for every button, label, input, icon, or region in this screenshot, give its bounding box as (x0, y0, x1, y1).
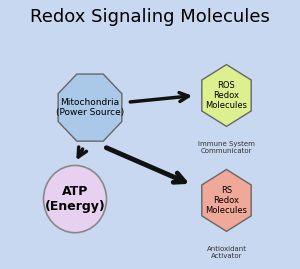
Text: Mitochondria
(Power Source): Mitochondria (Power Source) (56, 98, 124, 117)
Polygon shape (202, 65, 251, 126)
Text: ATP
(Energy): ATP (Energy) (45, 185, 105, 213)
Text: ROS
Redox
Molecules: ROS Redox Molecules (206, 81, 248, 110)
Text: Immune System
Communicator: Immune System Communicator (198, 141, 255, 154)
Ellipse shape (44, 165, 106, 233)
Text: RS
Redox
Molecules: RS Redox Molecules (206, 186, 248, 215)
Polygon shape (202, 169, 251, 231)
Text: Redox Signaling Molecules: Redox Signaling Molecules (30, 8, 270, 26)
Polygon shape (58, 74, 122, 141)
Text: Antioxidant
Activator: Antioxidant Activator (206, 246, 247, 259)
